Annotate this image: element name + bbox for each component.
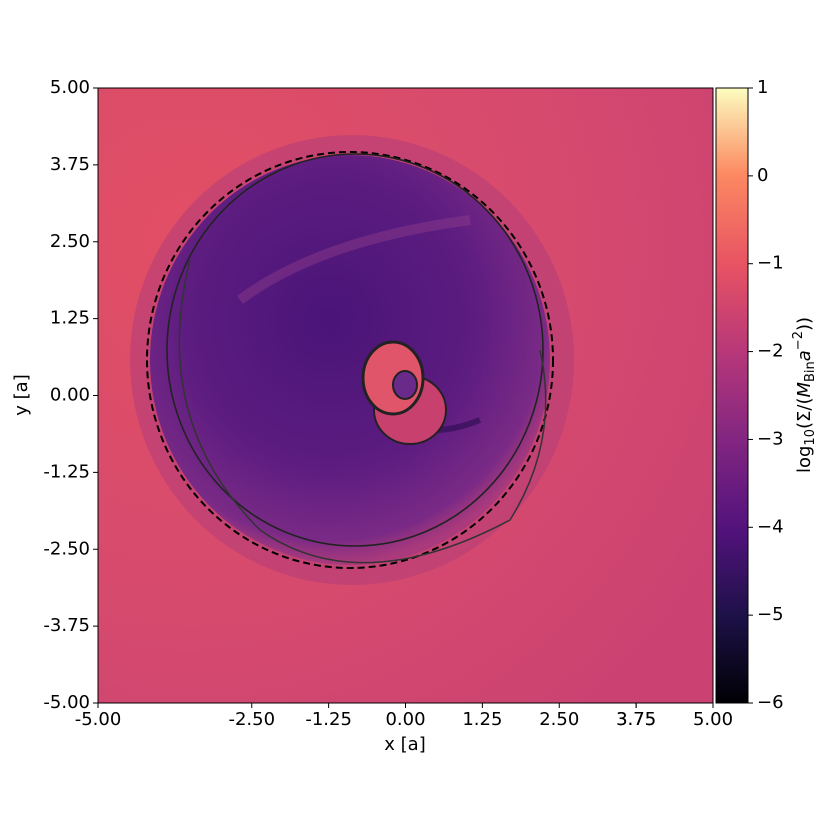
y-tick-label: 3.75 xyxy=(50,154,90,175)
colorbar xyxy=(715,87,749,704)
y-tick-label: -3.75 xyxy=(43,615,90,636)
x-tick-label: 2.50 xyxy=(539,709,579,730)
y-tick-label: 0.00 xyxy=(50,385,90,406)
y-tick-label: -5.00 xyxy=(43,692,90,713)
colorbar-tick-label: 0 xyxy=(757,165,768,186)
y-tick-label: -1.25 xyxy=(43,461,90,482)
heatmap xyxy=(98,88,713,703)
colorbar-tick-label: −4 xyxy=(757,516,784,537)
x-tick-label: 3.75 xyxy=(616,709,656,730)
x-tick-label: 5.00 xyxy=(693,709,733,730)
colorbar-tick-label: −3 xyxy=(757,428,784,449)
y-tick-label: 1.25 xyxy=(50,308,90,329)
x-axis-label: x [a] xyxy=(384,734,425,755)
label-part: Bin xyxy=(803,361,818,382)
colorbar-tick-label: −1 xyxy=(757,253,784,274)
colorbar-tick-label: −6 xyxy=(757,692,784,713)
colorbar-tick-label: −5 xyxy=(757,604,784,625)
label-part: (Σ/( xyxy=(794,398,815,429)
x-tick-label: -1.25 xyxy=(305,709,352,730)
x-tick-label: -2.50 xyxy=(228,709,275,730)
x-tick-label: 1.25 xyxy=(462,709,502,730)
y-tick-label: -2.50 xyxy=(43,538,90,559)
y-tick-label: 5.00 xyxy=(50,77,90,98)
label-part: 10 xyxy=(803,429,818,446)
label-part: )) xyxy=(794,317,815,331)
x-tick-label: 3.75 xyxy=(616,709,656,730)
colorbar-tick-label: 1 xyxy=(757,77,768,98)
label-part: M xyxy=(794,382,815,398)
x-tick-label: 0.00 xyxy=(385,709,425,730)
colorbar-tick-label: −2 xyxy=(757,341,784,362)
y-tick-label: 2.50 xyxy=(50,231,90,252)
label-part: a xyxy=(794,350,815,361)
label-part: log xyxy=(794,446,815,473)
x-tick-label: -5.00 xyxy=(75,709,122,730)
colorbar-label: log10(Σ/(MBina−2)) xyxy=(791,317,818,473)
label-part: −2 xyxy=(791,331,806,350)
y-axis-label: y [a] xyxy=(11,374,32,415)
